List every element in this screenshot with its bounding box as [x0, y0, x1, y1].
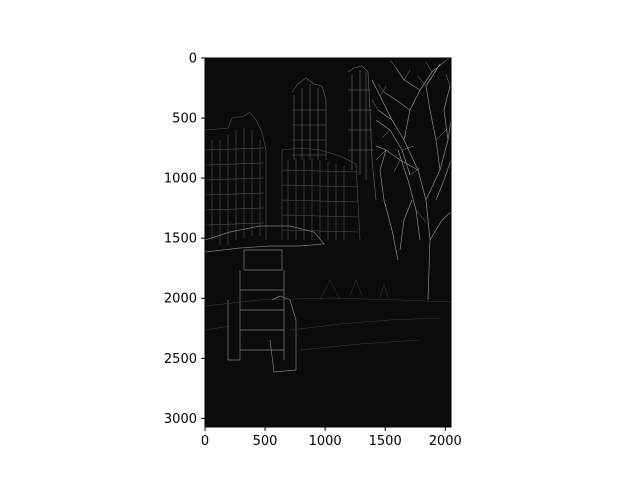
right-tower-edges — [347, 65, 377, 201]
x-axis: 0 500 1000 1500 2000 — [201, 427, 462, 449]
plot-area — [205, 58, 451, 427]
y-tick-label: 1500 — [164, 232, 197, 247]
y-tick-label: 3000 — [164, 412, 197, 427]
y-tick-label: 2500 — [164, 352, 197, 367]
y-tick-label: 1000 — [164, 172, 197, 187]
edge-image — [205, 58, 451, 373]
axes-frame — [204, 57, 452, 428]
y-tick-label: 0 — [189, 52, 197, 67]
y-axis: 0 500 1000 1500 2000 2500 3000 — [164, 52, 205, 427]
x-tick-label: 1000 — [309, 434, 342, 449]
x-tick-label: 2000 — [429, 434, 462, 449]
street-edges — [205, 279, 451, 351]
y-tick-label: 2000 — [164, 292, 197, 307]
tree-fine-edges — [371, 58, 451, 223]
mid-building-edges — [281, 147, 361, 241]
kiosk-edges — [205, 225, 325, 373]
x-tick-label: 0 — [201, 434, 209, 449]
left-building-edges — [205, 111, 267, 245]
center-tower-edges — [291, 77, 327, 160]
x-tick-label: 500 — [253, 434, 278, 449]
image-background — [205, 58, 451, 427]
x-tick-label: 1500 — [369, 434, 402, 449]
y-tick-label: 500 — [172, 112, 197, 127]
